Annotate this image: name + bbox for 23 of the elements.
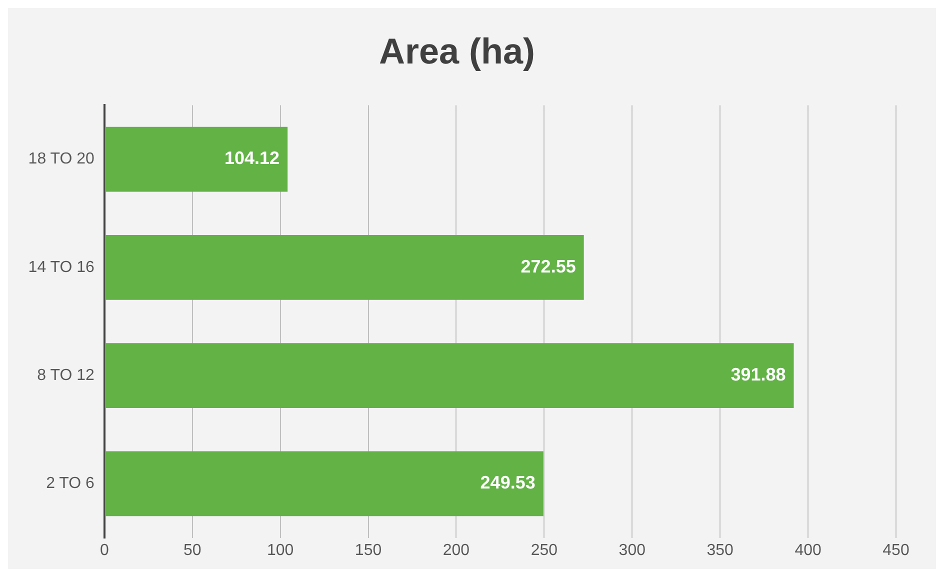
x-tick-label: 350 [706,542,734,559]
bar [104,343,794,408]
y-tick-label: 18 TO 20 [28,150,95,168]
x-tick-label: 400 [794,542,822,559]
bar [104,451,544,516]
data-label: 272.55 [520,256,576,276]
y-tick-label: 2 TO 6 [46,475,95,492]
x-tick-label: 100 [266,542,294,559]
bar [104,234,584,300]
chart-title: Area (ha) [378,30,536,72]
data-label: 391.88 [730,364,786,385]
data-label: 104.12 [224,148,280,168]
y-tick-label: 8 TO 12 [37,366,95,384]
x-tick-label: 50 [183,542,202,559]
x-tick-label: 450 [882,542,910,559]
x-tick-label: 150 [354,542,382,559]
x-tick-label: 250 [530,542,558,559]
x-tick-label: 200 [442,542,470,559]
y-tick-label: 14 TO 16 [28,258,95,276]
x-tick-label: 300 [618,542,646,559]
x-tick-label: 0 [100,542,109,559]
data-label: 249.53 [480,472,536,493]
bar [104,126,288,192]
